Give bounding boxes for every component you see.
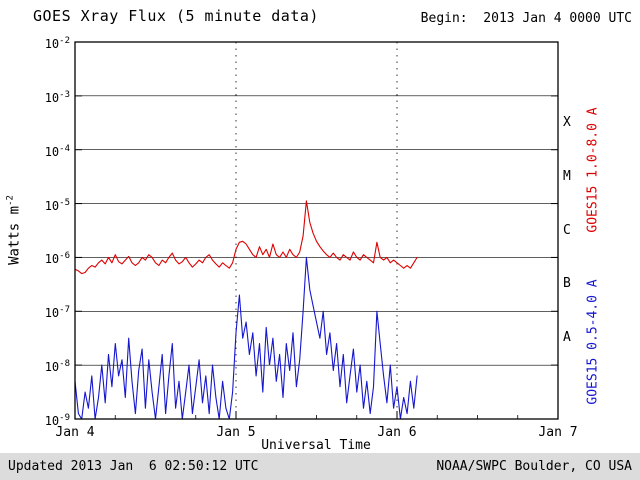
- begin-time: Begin: 2013 Jan 4 0000 UTC: [420, 11, 632, 26]
- y-axis-label: Watts m-2: [6, 195, 23, 265]
- x-axis-label: Universal Time: [261, 438, 371, 453]
- series-label-long-wavelength: GOES15 1.0-8.0 A: [585, 107, 601, 233]
- series-label-short-wavelength: GOES15 0.5-4.0 A: [585, 279, 601, 405]
- plot-frame: [74, 41, 559, 420]
- source-credit: NOAA/SWPC Boulder, CO USA: [436, 459, 632, 474]
- flux-series-line: [75, 256, 418, 419]
- y-axis-label-base: Watts m: [6, 205, 23, 265]
- chart-title: GOES Xray Flux (5 minute data): [33, 7, 319, 25]
- updated-timestamp: Updated 2013 Jan 6 02:50:12 UTC: [8, 459, 259, 474]
- flux-series-line: [75, 200, 418, 275]
- y-axis-label-exponent: -2: [5, 195, 16, 206]
- footer-bar: Updated 2013 Jan 6 02:50:12 UTC NOAA/SWP…: [0, 453, 640, 480]
